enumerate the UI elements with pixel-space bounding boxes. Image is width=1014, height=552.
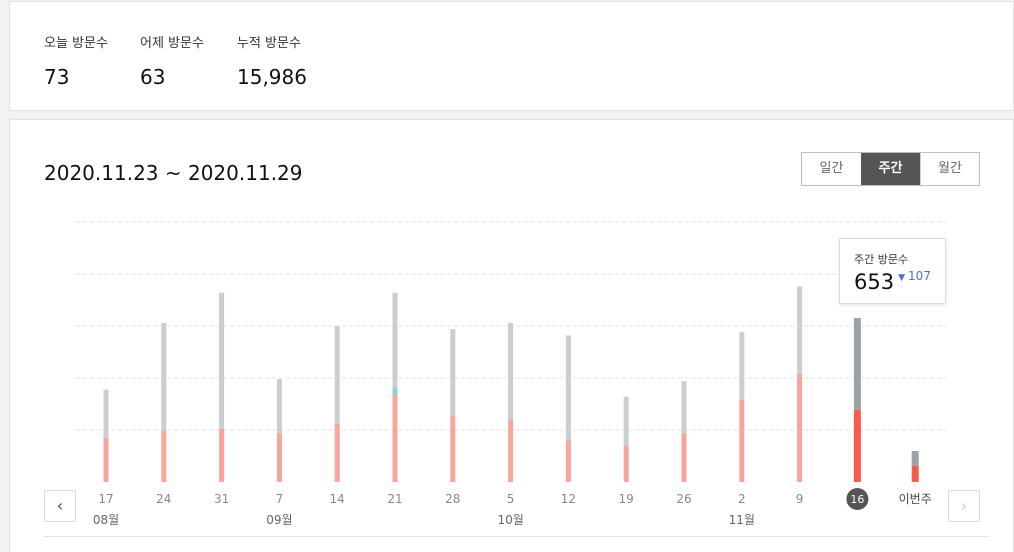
bar-segment [219,428,225,482]
selected-week-badge [846,488,869,510]
bar-segment [797,373,803,482]
x-tick-label: 9 [796,492,804,506]
x-tick-label: 19 [619,492,634,506]
stat-yesterday: 어제 방문수 63 [140,32,204,89]
bar-segment [161,322,167,432]
tab-daily[interactable]: 일간 [802,153,861,185]
chart-tooltip: 주간 방문수 653 ▼ 107 [839,238,946,304]
prev-button[interactable]: ‹ [44,490,76,522]
stat-total: 누적 방문수 15,986 [237,32,307,89]
x-tick-label: 12 [561,492,576,506]
bar-segment [219,292,225,429]
stat-label: 어제 방문수 [140,36,204,51]
bar-segment [334,326,340,424]
bar-segment [911,451,919,466]
stat-value: 15,986 [237,65,307,89]
period-title: 2020.11.23 ~ 2020.11.29 [44,161,303,185]
bar-segment [334,423,340,482]
caret-down-icon: ▼ [898,273,906,283]
x-tick-label: 21 [387,492,402,506]
bar-segment [103,437,109,482]
bar-segment [681,381,687,434]
month-label: 08월 [93,513,119,527]
bar-segment [276,379,282,434]
x-tick-label: 31 [214,492,229,506]
bar-segment [450,329,456,417]
stat-label: 오늘 방문수 [44,36,108,51]
stat-label: 누적 방문수 [237,36,301,51]
tooltip-change: 107 [908,269,931,283]
bar-segment [853,410,861,482]
bar-segment [623,396,629,446]
tab-monthly[interactable]: 월간 [920,153,979,185]
bar-segment [797,286,803,374]
bar-segment [565,440,571,482]
period-tabs: 일간 주간 월간 [801,152,980,186]
month-label: 11월 [729,513,755,527]
bar-segment [853,318,861,411]
bar-segment [565,335,571,441]
bar-segment [739,399,745,482]
bar-segment [911,465,919,482]
bar-segment [681,433,687,482]
bar-segment [623,445,629,482]
bar-segment [276,433,282,482]
tab-weekly[interactable]: 주간 [861,153,920,185]
bar-segment [739,332,745,400]
x-tick-label: 14 [330,492,345,506]
divider [44,536,990,537]
bar-segment [508,419,514,482]
stats-card: 오늘 방문수 73 어제 방문수 63 누적 방문수 15,986 [9,1,1014,111]
x-tick-label: 24 [156,492,171,506]
tooltip-label: 주간 방문수 [854,253,909,266]
bar-segment [392,388,398,394]
bar-segment [450,416,456,482]
x-tick-label: 5 [507,492,515,506]
x-tick-label: 7 [276,492,284,506]
tooltip-value: 653 [854,270,895,294]
x-tick-label: 28 [445,492,460,506]
x-tick-label: 16 [850,493,864,506]
x-tick-label: 이번주 [899,492,932,506]
bar-segment [103,389,109,438]
x-tick-label: 26 [676,492,691,506]
stat-value: 63 [140,65,166,89]
visitor-bar-chart: 17 24 31 7 14 21 28 5 12 19 26 2 9 16 이번주 08월 09월 10월 11월 [76,221,946,527]
stat-value: 73 [44,65,70,89]
x-tick-label: 2 [738,492,746,506]
next-button[interactable]: › [948,490,980,522]
bar-segment [508,322,514,420]
month-label: 09월 [266,513,292,527]
bar-segment [392,393,398,482]
month-label: 10월 [497,513,523,527]
x-tick-label: 17 [98,492,113,506]
chart-card: 2020.11.23 ~ 2020.11.29 일간 주간 월간 17 24 31 7… [9,119,1014,552]
bar-segment [161,431,167,482]
stat-today: 오늘 방문수 73 [44,32,108,89]
bar-segment [392,292,398,389]
